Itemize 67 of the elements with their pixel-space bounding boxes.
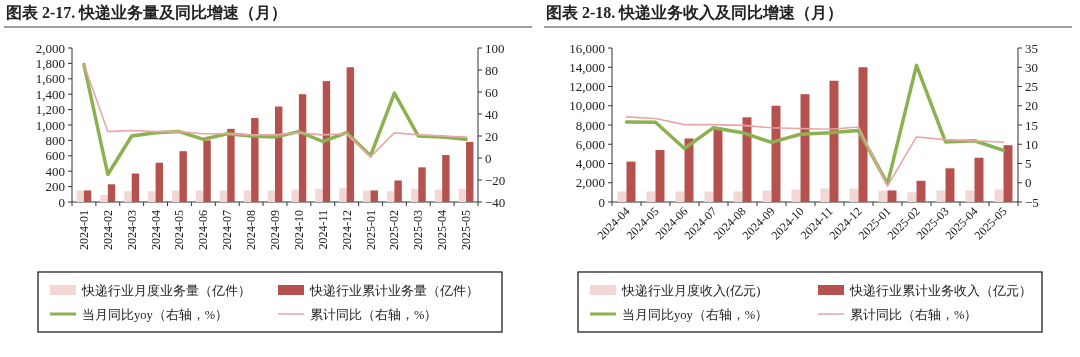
y2-tick-label: −5	[1025, 194, 1039, 210]
y2-tick-label: 30	[1025, 59, 1038, 75]
y2-tick-label: 20	[485, 128, 498, 144]
y-tick-label: 1,800	[35, 55, 65, 71]
line-series	[83, 63, 467, 158]
y2-tick-label: −40	[485, 194, 506, 210]
y2-tick-label: 80	[485, 62, 498, 78]
y-tick-label: 12,000	[569, 79, 605, 94]
y-tick-label: 14,000	[569, 59, 605, 75]
x-tick-label: 2024-11	[315, 210, 330, 250]
chart-title: 图表 2-17. 快递业务量及同比增速（月）	[6, 4, 288, 22]
y-tick-label: 800	[45, 132, 65, 148]
y2-tick-label: 10	[1025, 136, 1038, 152]
y-tick-label: 1,400	[35, 86, 65, 102]
x-tick-label: 2024-06	[196, 210, 211, 250]
legend-label: 累计同比（右轴，%）	[850, 308, 978, 322]
legend-label: 快递行业月度业务量（亿件）	[81, 283, 251, 298]
legend-label: 当月同比yoy（右轴，%）	[82, 308, 229, 322]
legend-label: 快递行业月度收入(亿元)	[621, 283, 761, 298]
x-tick-label: 2025-04	[435, 210, 450, 250]
legend-label: 快递行业累计业务量（亿件）	[309, 284, 479, 298]
y-tick-label: 600	[45, 148, 65, 164]
x-tick-label: 2025-02	[387, 210, 402, 250]
y2-tick-label: 20	[1025, 98, 1038, 114]
y2-tick-label: 25	[1025, 79, 1038, 94]
y2-tick-label: 35	[1025, 40, 1038, 56]
y2-tick-label: 0	[1025, 175, 1032, 191]
y-tick-label: 400	[45, 163, 65, 179]
y-tick-label: 10,000	[569, 98, 605, 114]
chart-title: 图表 2-18. 快递业务收入及同比增速（月）	[546, 4, 844, 22]
x-tick-label: 2024-05	[172, 210, 187, 250]
y-tick-label: 0	[58, 194, 65, 210]
y-tick-label: 1,200	[35, 102, 65, 118]
x-tick-label: 2025-01	[363, 210, 378, 250]
x-tick-label: 2024-03	[124, 210, 139, 250]
y2-tick-label: −20	[485, 172, 506, 188]
line-series	[624, 63, 1006, 186]
y-tick-label: 2,000	[35, 40, 65, 56]
y-tick-label: 1,000	[35, 117, 65, 133]
y2-tick-label: 5	[1025, 156, 1032, 171]
y-tick-label: 2,000	[575, 175, 605, 191]
x-tick-label: 2024-07	[220, 210, 235, 250]
y-tick-label: 16,000	[569, 40, 605, 56]
legend-label: 快递行业累计业务收入（亿元）	[849, 284, 1032, 298]
y2-tick-label: 60	[485, 84, 498, 100]
y-tick-label: 8,000	[575, 117, 605, 133]
x-tick-label: 2024-01	[76, 210, 91, 250]
x-tick-label: 2024-02	[100, 210, 115, 250]
y-tick-label: 0	[598, 194, 605, 210]
line-series	[625, 116, 1005, 188]
y2-tick-label: 15	[1025, 117, 1038, 133]
x-tick-label: 2024-08	[244, 210, 259, 250]
legend-label: 累计同比（右轴，%）	[310, 308, 438, 322]
y2-tick-label: 0	[485, 150, 492, 166]
x-tick-label: 2024-09	[268, 210, 282, 250]
y-tick-label: 4,000	[575, 156, 605, 171]
y2-tick-label: 100	[485, 40, 505, 56]
x-tick-label: 2025-03	[411, 210, 426, 250]
x-tick-label: 2025-05	[459, 210, 474, 250]
y-tick-label: 200	[45, 179, 65, 195]
x-tick-label: 2024-04	[148, 210, 163, 250]
x-tick-label: 2024-10	[291, 210, 306, 250]
legend-label: 当月同比yoy（右轴，%）	[622, 308, 769, 322]
y2-tick-label: 40	[485, 106, 498, 122]
y-tick-label: 1,600	[35, 71, 65, 87]
x-tick-label: 2024-12	[339, 210, 354, 250]
y-tick-label: 6,000	[575, 136, 605, 152]
